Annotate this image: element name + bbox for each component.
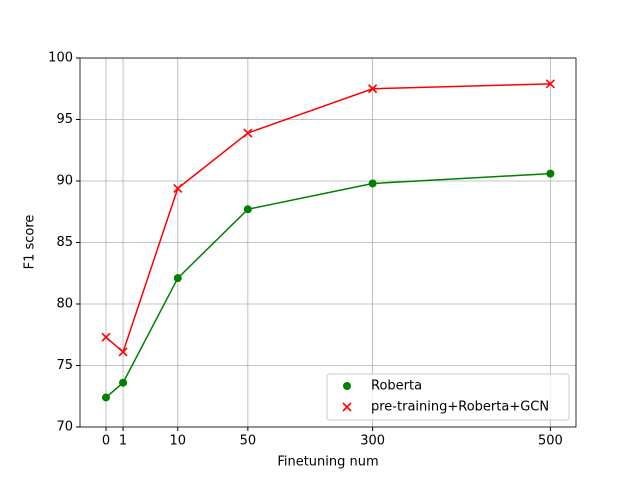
series-line: [105, 172, 551, 399]
y-tick-label: 70: [56, 420, 73, 435]
marker: [173, 183, 183, 193]
plot-frame: [79, 57, 577, 428]
legend-marker: [342, 402, 352, 412]
y-tick-label: 90: [56, 174, 73, 189]
y-tick-label: 95: [56, 112, 73, 127]
marker: [546, 169, 555, 178]
x-tick-label: 500: [538, 434, 563, 449]
marker: [119, 378, 128, 387]
y-tick-label: 85: [56, 235, 73, 250]
legend-marker: [343, 382, 351, 390]
x-tick-label: 1: [119, 434, 127, 449]
x-tick-label: 0: [102, 434, 110, 449]
x-tick-label: 50: [240, 434, 257, 449]
x-axis-label: Finetuning num: [277, 455, 378, 470]
y-tick-label: 75: [56, 358, 73, 373]
x-tick-label: 300: [360, 434, 385, 449]
legend-box: [326, 373, 570, 421]
y-tick-label: 100: [48, 51, 73, 66]
marker: [101, 393, 110, 402]
marker: [243, 205, 252, 214]
marker: [101, 332, 111, 342]
marker: [173, 274, 182, 283]
marker: [368, 84, 378, 94]
series-line: [105, 83, 551, 354]
y-tick-label: 80: [56, 297, 73, 312]
marker: [368, 179, 377, 188]
marker: [118, 347, 128, 357]
x-tick-label: 10: [169, 434, 186, 449]
legend-label: Roberta: [371, 379, 422, 394]
legend-label: pre-training+Roberta+GCN: [371, 400, 549, 415]
y-axis-label: F1 score: [23, 215, 38, 270]
marker: [243, 128, 253, 138]
marker: [545, 79, 555, 89]
